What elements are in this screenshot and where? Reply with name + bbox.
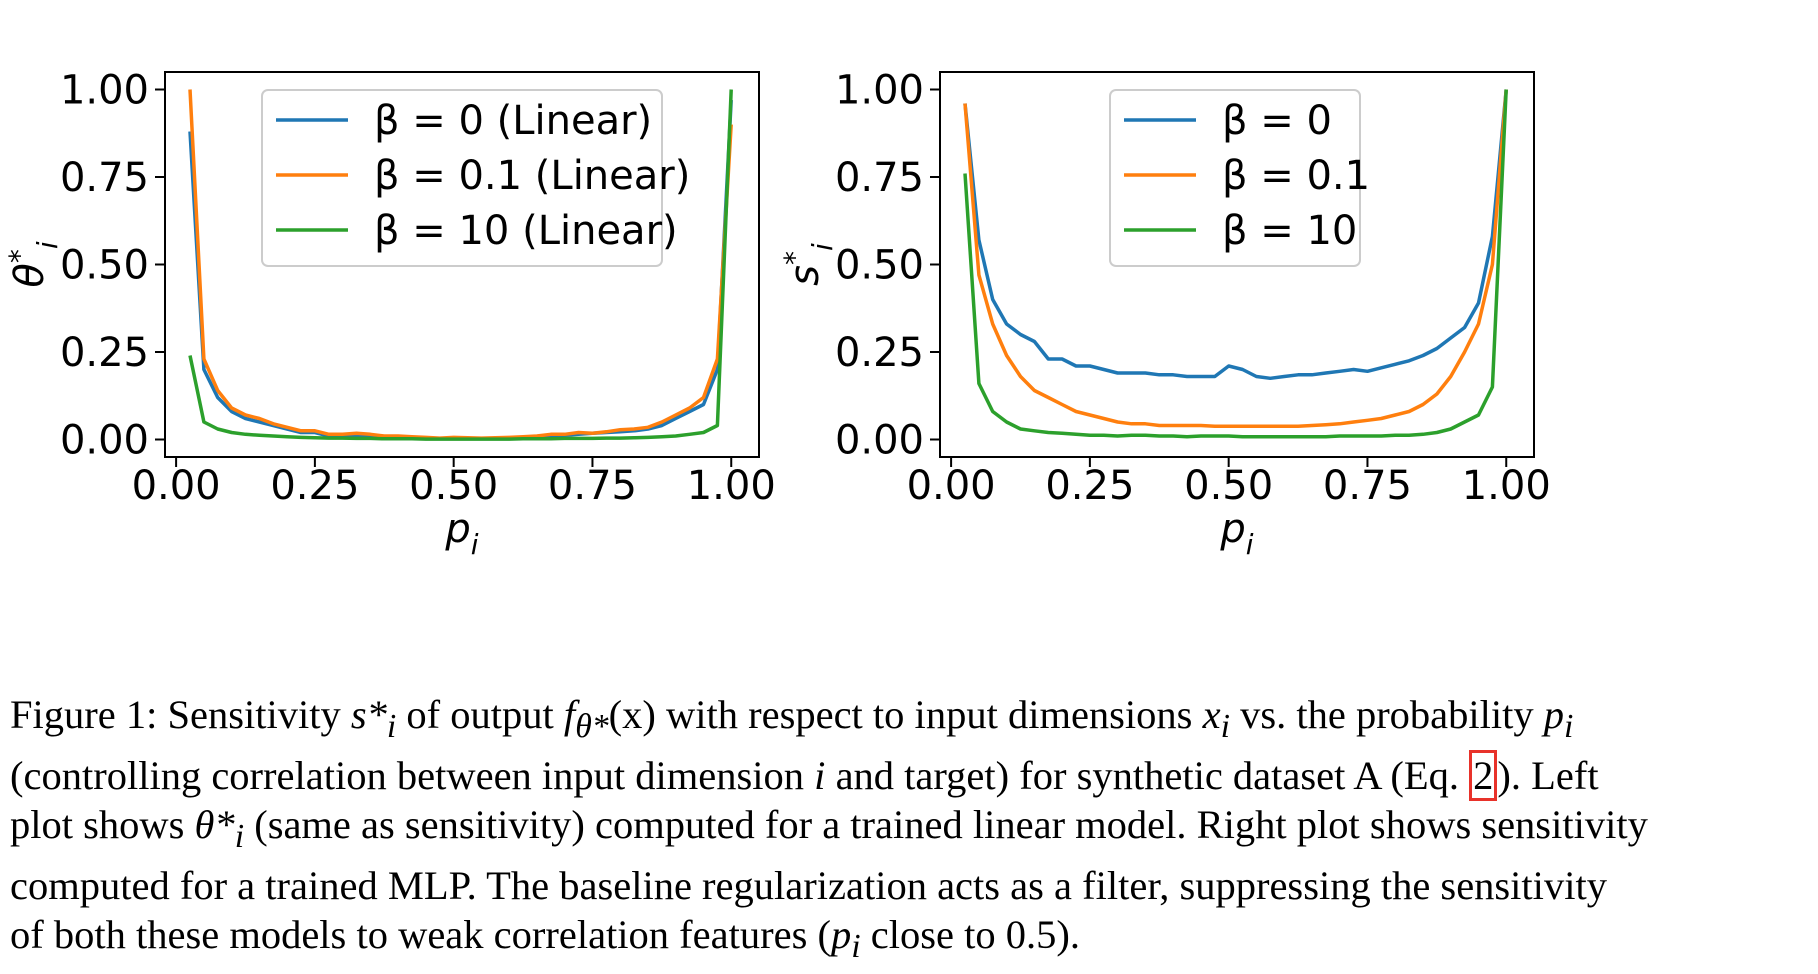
caption-math: i (814, 753, 826, 799)
x-axis-label-subscript: i (1246, 528, 1254, 561)
caption-text: (controlling correlation between input d… (10, 753, 815, 799)
y-axis-label: θ*i (3, 241, 64, 287)
caption-math: p (1543, 692, 1565, 737)
y-axis-label-superscript: * (3, 249, 36, 263)
caption-math: x (1202, 692, 1221, 737)
caption-math-sub: i (1564, 708, 1574, 746)
caption-line-1: Figure 1: Sensitivity s*i of output fθ*(… (10, 690, 1810, 751)
y-axis-label-superscript: * (778, 251, 811, 265)
y-tick-label: 0.50 (60, 243, 149, 289)
caption-line-2: (controlling correlation between input d… (10, 750, 1810, 802)
x-tick-label: 1.00 (1462, 463, 1551, 509)
equation-reference-link[interactable]: 2 (1469, 750, 1498, 802)
caption-math: p (830, 912, 852, 958)
caption-text: and target) for synthetic dataset A (Eq. (825, 753, 1470, 799)
x-tick-label: 0.75 (548, 463, 637, 509)
x-tick-label: 0.25 (270, 463, 359, 509)
caption-text: (same as sensitivity) computed for a tra… (244, 802, 1648, 848)
figure-caption: Figure 1: Sensitivity s*i of output fθ*(… (10, 690, 1810, 971)
figure: 0.00 0.25 0.50 0.75 1.00 0.00 0.25 0.50 0.75 1.00… (3, 68, 1551, 562)
caption-text: (x) with respect to input dimensions (608, 692, 1203, 737)
caption-text: of both these models to weak correlation… (10, 912, 831, 958)
y-axis-label-symbol: s (782, 265, 828, 286)
caption-math: θ* (194, 802, 235, 848)
caption-text: close to 0.5). (860, 912, 1080, 958)
y-tick-label: 0.75 (835, 155, 924, 201)
caption-text: ). Left (1497, 753, 1599, 799)
legend-label-2: β = 0.1 (Linear) (374, 153, 690, 199)
caption-text: vs. the probability (1229, 692, 1544, 737)
caption-math-sub: i (1220, 708, 1230, 746)
y-axis-label-subscript: i (806, 243, 839, 251)
series-line-3 (188, 89, 733, 441)
x-tick-label: 0.00 (907, 463, 996, 509)
x-tick-label: 0.50 (1184, 463, 1273, 509)
caption-line-5: of both these models to weak correlation… (10, 910, 1810, 971)
caption-line-3: plot shows θ*i (same as sensitivity) com… (10, 800, 1810, 861)
caption-math: f (563, 692, 576, 737)
caption-math-sub: i (851, 928, 861, 966)
caption-text: of output (396, 692, 564, 737)
series-line-3 (963, 89, 1508, 439)
legend-label-1: β = 0 (1222, 98, 1332, 144)
y-tick-label: 0.50 (835, 243, 924, 289)
caption-text: plot shows (10, 802, 195, 848)
legend-label-1: β = 0 (Linear) (374, 98, 652, 144)
x-tick-label: 0.25 (1045, 463, 1134, 509)
y-tick-label: 0.00 (835, 418, 924, 464)
y-tick-label: 1.00 (835, 68, 924, 114)
x-tick-label: 1.00 (687, 463, 776, 509)
y-tick-label: 1.00 (60, 68, 149, 114)
y-tick-label: 0.00 (60, 418, 149, 464)
x-tick-label: 0.75 (1323, 463, 1412, 509)
y-axis-label: s*i (778, 243, 839, 286)
y-tick-label: 0.75 (60, 155, 149, 201)
chart-panel-1: 0.00 0.25 0.50 0.75 1.00 0.00 0.25 0.50 0.75 1.00… (3, 68, 776, 562)
figure-svg: 0.00 0.25 0.50 0.75 1.00 0.00 0.25 0.50 0.75 1.00… (3, 68, 1551, 562)
legend-label-3: β = 10 (1222, 208, 1357, 254)
x-axis-label: pi (444, 506, 478, 561)
legend: β = 0 β = 0.1 β = 10 (1109, 89, 1370, 267)
y-tick-label: 0.25 (60, 330, 149, 376)
caption-line-4: computed for a trained MLP. The baseline… (10, 863, 1607, 909)
x-axis-label-subscript: i (471, 528, 479, 561)
caption-math-sub: i (234, 818, 245, 856)
chart-panel-2: 0.00 0.25 0.50 0.75 1.00 0.00 0.25 0.50 0.75 1.00… (778, 68, 1551, 562)
caption-text: Figure 1: Sensitivity (10, 692, 351, 737)
caption-math-sub: i (386, 708, 397, 746)
caption-math: s* (350, 692, 387, 737)
x-tick-label: 0.50 (409, 463, 498, 509)
legend-box (261, 89, 663, 267)
legend: β = 0 (Linear) β = 0.1 (Linear) β = 10 (Li… (261, 89, 690, 267)
legend-label-3: β = 10 (Linear) (374, 208, 678, 254)
series-line-1 (963, 89, 1508, 381)
x-tick-label: 0.00 (132, 463, 221, 509)
x-axis-label-symbol: p (444, 506, 470, 552)
legend-box (1109, 89, 1361, 267)
y-tick-label: 0.25 (835, 330, 924, 376)
y-axis-label-subscript: i (31, 241, 64, 249)
x-axis-label-symbol: p (1219, 506, 1245, 552)
y-axis-label-symbol: θ (7, 263, 53, 287)
series-line-2 (963, 89, 1508, 428)
caption-math-sub: θ* (575, 708, 609, 746)
x-axis-label: pi (1219, 506, 1253, 561)
legend-label-2: β = 0.1 (1222, 153, 1370, 199)
